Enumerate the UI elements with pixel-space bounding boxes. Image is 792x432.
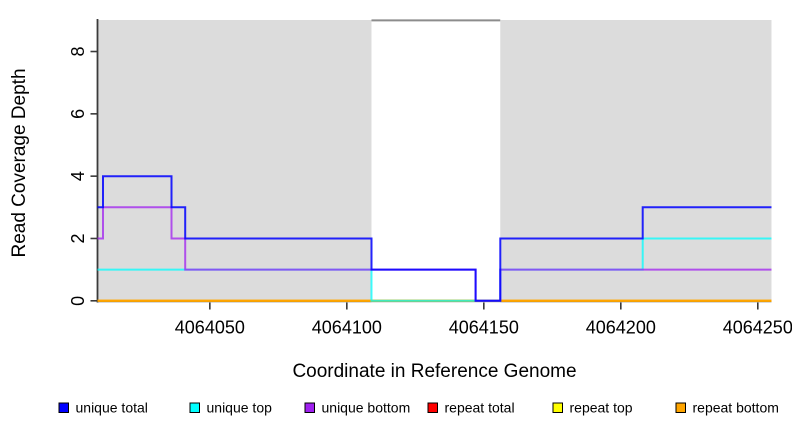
legend: unique total unique top unique bottom repea… <box>58 400 779 416</box>
legend-item: unique total <box>58 400 148 416</box>
x-tick-label: 4064050 <box>175 318 245 338</box>
y-tick-label: 0 <box>68 296 88 306</box>
plot-background-regions <box>97 19 772 303</box>
legend-label: unique total <box>76 400 148 416</box>
legend-swatch <box>427 402 438 413</box>
legend-label: unique bottom <box>322 400 411 416</box>
legend-swatch <box>675 402 686 413</box>
legend-label: repeat bottom <box>693 400 779 416</box>
x-tick-label: 4064150 <box>449 318 519 338</box>
x-tick-label: 4064200 <box>586 318 656 338</box>
y-tick-label: 2 <box>68 233 88 243</box>
y-tick-label: 6 <box>68 109 88 119</box>
x-axis-title: Coordinate in Reference Genome <box>292 361 576 382</box>
y-tick-label: 4 <box>68 171 88 181</box>
legend-label: repeat top <box>570 400 633 416</box>
y-tick-label: 8 <box>68 47 88 57</box>
legend-swatch <box>58 402 69 413</box>
x-tick-label: 4064100 <box>312 318 382 338</box>
series-lines <box>97 175 772 302</box>
legend-item: unique bottom <box>304 400 411 416</box>
covered-region <box>500 20 772 303</box>
covered-region <box>97 20 372 303</box>
legend-label: unique top <box>207 400 273 416</box>
legend-item: repeat total <box>427 400 515 416</box>
legend-swatch <box>304 402 315 413</box>
legend-item: repeat bottom <box>675 400 779 416</box>
axes: 4064050 4064100 4064150 4064200 4064250 0 2 4 6 8 <box>68 19 792 338</box>
legend-swatch <box>189 402 200 413</box>
x-tick-label: 4064250 <box>723 318 792 338</box>
legend-item: repeat top <box>552 400 633 416</box>
legend-item: unique top <box>189 400 273 416</box>
legend-label: repeat total <box>445 400 515 416</box>
series-line-unique-total <box>97 175 772 302</box>
y-axis-title: Read Coverage Depth <box>9 68 30 257</box>
legend-swatch <box>552 402 563 413</box>
